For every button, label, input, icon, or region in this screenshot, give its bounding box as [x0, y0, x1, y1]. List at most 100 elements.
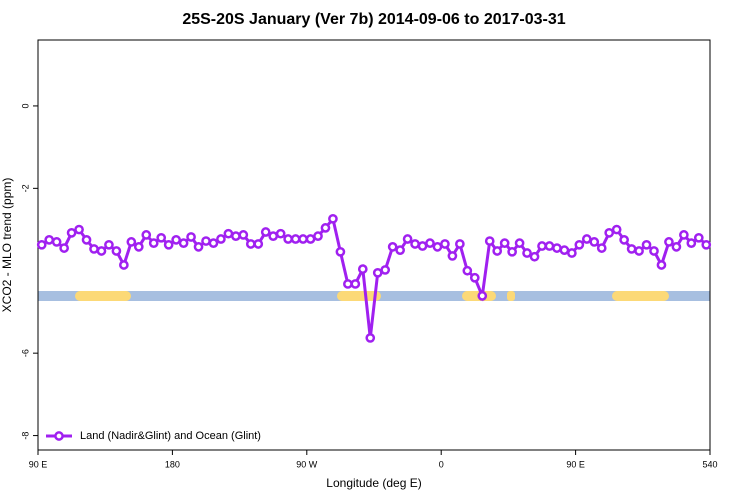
point: [357, 264, 368, 274]
point: [581, 234, 592, 244]
x-tick-label: 0: [439, 459, 444, 469]
chart-title: 25S-20S January (Ver 7b) 2014-09-06 to 2…: [182, 11, 565, 28]
x-tick-label: 540: [702, 459, 717, 469]
point: [701, 239, 712, 250]
point: [305, 234, 316, 244]
point: [671, 242, 682, 252]
point: [208, 238, 219, 248]
point: [193, 242, 204, 252]
point: [552, 243, 562, 253]
point: [395, 245, 405, 256]
point: [119, 260, 129, 270]
y-tick-label: -2: [20, 184, 30, 192]
point: [634, 246, 644, 256]
point: [328, 213, 338, 224]
y-axis-label: XCO2 - MLO trend (ppm): [0, 178, 14, 313]
point: [402, 234, 413, 244]
point: [425, 238, 435, 248]
point: [156, 232, 167, 243]
point: [350, 279, 361, 289]
point: [380, 265, 391, 275]
point: [141, 230, 152, 240]
y-tick-label: -6: [20, 349, 30, 357]
point: [268, 231, 279, 241]
point: [649, 246, 659, 256]
point: [522, 248, 532, 258]
point: [387, 242, 398, 252]
point: [656, 260, 667, 270]
point: [417, 241, 428, 251]
point: [619, 234, 629, 245]
point: [469, 272, 480, 283]
point: [74, 224, 84, 235]
point: [186, 232, 196, 242]
y-tick-label: 0: [20, 103, 30, 108]
point: [574, 239, 585, 250]
point: [201, 236, 211, 246]
point: [148, 238, 159, 248]
point: [679, 230, 689, 240]
point: [604, 227, 615, 238]
point: [283, 234, 293, 244]
point: [440, 239, 450, 249]
point: [320, 223, 331, 233]
point: [163, 239, 174, 250]
point: [178, 238, 189, 248]
point: [89, 244, 99, 254]
point: [245, 239, 256, 249]
point: [686, 238, 697, 248]
point: [231, 231, 241, 241]
point: [447, 251, 458, 261]
land-band: [612, 291, 669, 301]
point: [664, 237, 674, 247]
point: [81, 234, 92, 245]
point: [343, 279, 353, 289]
point: [477, 291, 488, 301]
point: [641, 239, 652, 250]
point: [514, 238, 525, 248]
point: [313, 231, 323, 241]
x-tick-label: 90 E: [29, 459, 48, 469]
point: [611, 224, 622, 235]
point: [104, 239, 114, 250]
point: [216, 234, 226, 244]
point: [290, 234, 301, 244]
point: [507, 246, 517, 257]
point: [298, 234, 308, 244]
point: [596, 243, 607, 253]
land-band: [507, 291, 515, 301]
point: [335, 246, 346, 257]
x-axis-label: Longitude (deg E): [326, 476, 421, 490]
point: [589, 237, 600, 247]
land-band: [75, 291, 131, 301]
point: [36, 239, 47, 250]
point: [133, 242, 144, 252]
point: [260, 227, 271, 237]
point: [238, 230, 249, 240]
point: [410, 239, 420, 249]
point: [492, 246, 503, 256]
point: [455, 239, 465, 249]
point: [462, 265, 473, 276]
point: [499, 238, 510, 248]
point: [96, 246, 107, 256]
point: [365, 333, 376, 343]
point: [432, 242, 443, 252]
point: [59, 243, 69, 253]
x-tick-label: 180: [165, 459, 180, 469]
point: [253, 239, 264, 249]
point: [126, 237, 137, 247]
point: [111, 246, 122, 256]
point: [275, 228, 286, 239]
legend-marker: [54, 431, 64, 441]
point: [537, 241, 547, 251]
point: [693, 232, 704, 243]
point: [559, 245, 570, 256]
x-tick-label: 90 E: [566, 459, 585, 469]
point: [544, 241, 555, 251]
point: [223, 228, 234, 239]
x-tick-label: 90 W: [296, 459, 318, 469]
land-band: [337, 291, 381, 301]
point: [66, 227, 77, 238]
